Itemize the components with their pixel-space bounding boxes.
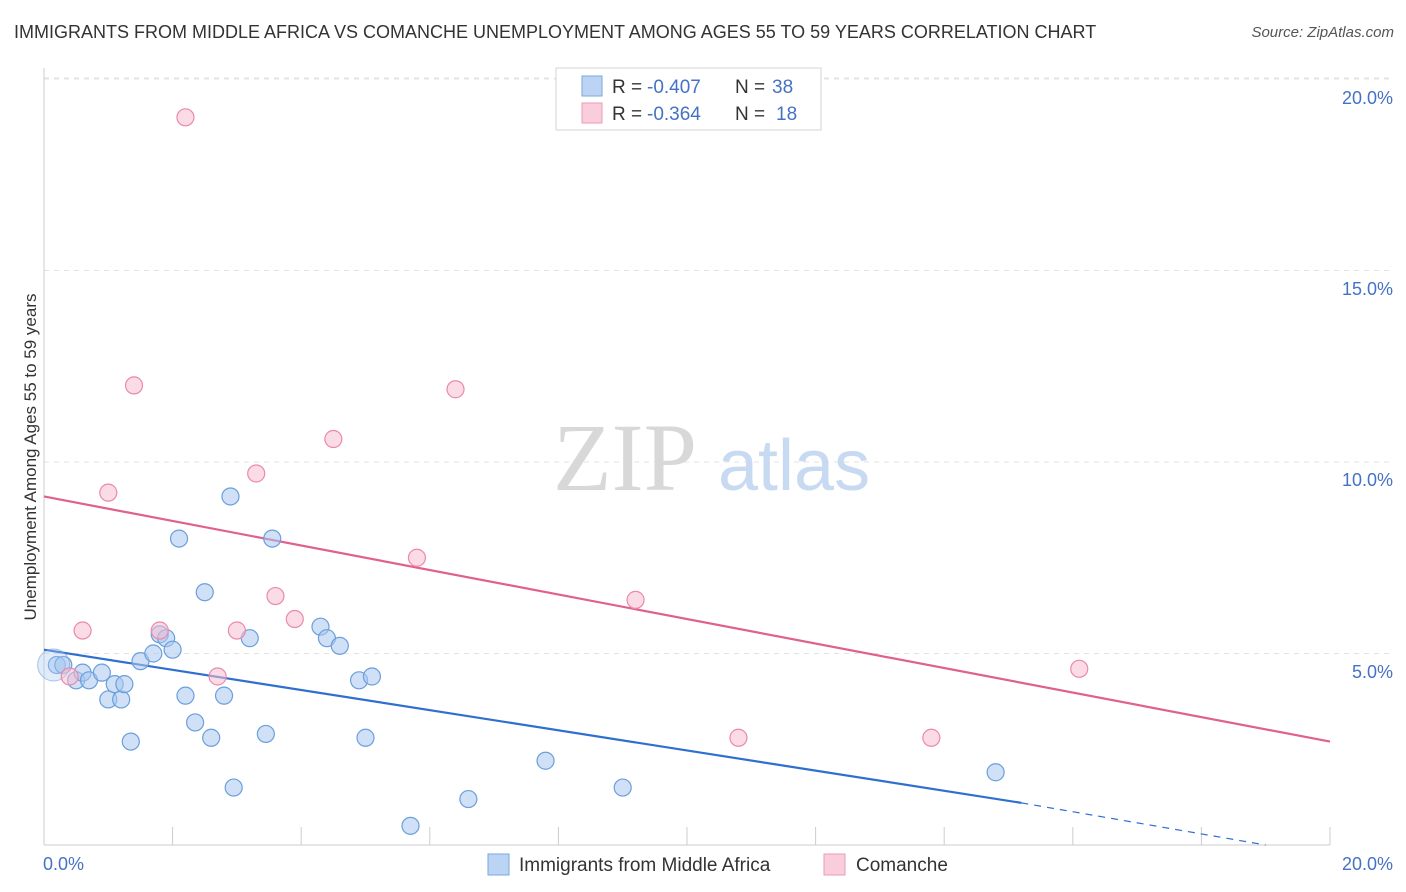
- legend-r-label-pink: R =: [612, 104, 642, 125]
- series-legend: Immigrants from Middle Africa Comanche: [487, 853, 948, 876]
- pink-point-0: [60, 667, 79, 686]
- chart-source: Source: ZipAtlas.com: [1251, 24, 1394, 41]
- blue-point-8: [112, 690, 131, 709]
- legend-swatch-pink: [581, 102, 603, 124]
- blue-point-32: [362, 667, 382, 686]
- legend-r-value-pink: -0.364: [647, 104, 701, 125]
- pink-point-11: [324, 429, 343, 449]
- pink-point-5: [176, 108, 195, 127]
- y-tick-label-5: 5.0%: [1352, 662, 1393, 682]
- blue-point-17: [176, 686, 195, 705]
- pink-point-10: [285, 609, 304, 629]
- blue-point-10: [121, 732, 140, 751]
- blue-point-29: [330, 636, 349, 655]
- legend-n-value-pink: 18: [776, 104, 797, 125]
- pink-point-15: [729, 728, 748, 747]
- blue-point-5: [92, 663, 111, 682]
- legend-r-value-blue: -0.407: [647, 77, 701, 98]
- bottom-legend-label-blue: Immigrants from Middle Africa: [519, 855, 771, 876]
- blue-point-36: [613, 778, 632, 797]
- trend-line-pink: [43, 495, 1331, 743]
- blue-point-34: [459, 789, 478, 809]
- series-comanche-points: [60, 108, 1089, 747]
- bottom-legend-label-pink: Comanche: [856, 855, 948, 876]
- x-tick-label-max: 20.0%: [1342, 854, 1393, 874]
- pink-point-2: [99, 483, 118, 502]
- correlation-legend: R = -0.407 N = 38 R = -0.364 N = 18: [555, 67, 822, 131]
- blue-point-25: [256, 724, 275, 744]
- pink-point-16: [922, 728, 941, 747]
- blue-point-22: [221, 487, 240, 506]
- blue-point-9: [115, 675, 134, 694]
- blue-point-35: [536, 751, 555, 770]
- pink-point-4: [150, 621, 169, 640]
- watermark-zip: ZIP: [553, 404, 697, 511]
- pink-point-7: [227, 621, 246, 640]
- pink-point-1: [73, 621, 92, 640]
- y-tick-label-20: 20.0%: [1342, 88, 1393, 108]
- legend-n-label-blue: N =: [735, 77, 765, 98]
- trend-line-blue: [43, 648, 1022, 804]
- bottom-legend-swatch-pink: [823, 853, 846, 876]
- watermark-atlas: atlas: [718, 426, 870, 506]
- legend-swatch-blue: [581, 75, 603, 97]
- pink-point-13: [446, 380, 465, 399]
- blue-point-23: [224, 778, 243, 797]
- blue-point-12: [144, 644, 163, 663]
- blue-point-33: [401, 816, 420, 835]
- blue-point-15: [163, 640, 182, 659]
- bottom-legend-swatch-blue: [487, 853, 510, 876]
- gridlines: [44, 77, 1392, 654]
- blue-point-21: [214, 686, 234, 705]
- trend-lines: [43, 495, 1331, 846]
- blue-point-19: [195, 583, 214, 602]
- blue-point-18: [186, 713, 205, 732]
- legend-n-value-blue: 38: [772, 77, 793, 98]
- pink-point-3: [124, 376, 144, 395]
- y-axis-title: Unemployment Among Ages 55 to 59 years: [21, 294, 40, 621]
- blue-point-16: [169, 529, 189, 548]
- y-tick-label-10: 10.0%: [1342, 470, 1393, 490]
- series-immigrants-middle-africa-points: [37, 487, 1005, 835]
- blue-point-26: [263, 529, 282, 548]
- blue-point-37: [986, 763, 1005, 782]
- x-tick-label-min: 0.0%: [43, 854, 84, 874]
- y-tick-label-15: 15.0%: [1342, 279, 1393, 299]
- blue-point-31: [356, 728, 375, 747]
- blue-point-20: [202, 728, 221, 747]
- pink-point-14: [626, 590, 645, 609]
- pink-point-12: [407, 548, 427, 567]
- pink-point-17: [1070, 659, 1089, 678]
- trend-line-blue-extension: [1021, 802, 1266, 846]
- x-axis-ticks: [43, 827, 1331, 845]
- pink-point-9: [266, 586, 285, 606]
- chart-title: IMMIGRANTS FROM MIDDLE AFRICA VS COMANCH…: [14, 22, 1097, 42]
- legend-r-label-blue: R =: [612, 77, 642, 98]
- pink-point-8: [247, 464, 266, 483]
- pink-point-6: [208, 667, 227, 686]
- legend-n-label-pink: N =: [735, 104, 765, 125]
